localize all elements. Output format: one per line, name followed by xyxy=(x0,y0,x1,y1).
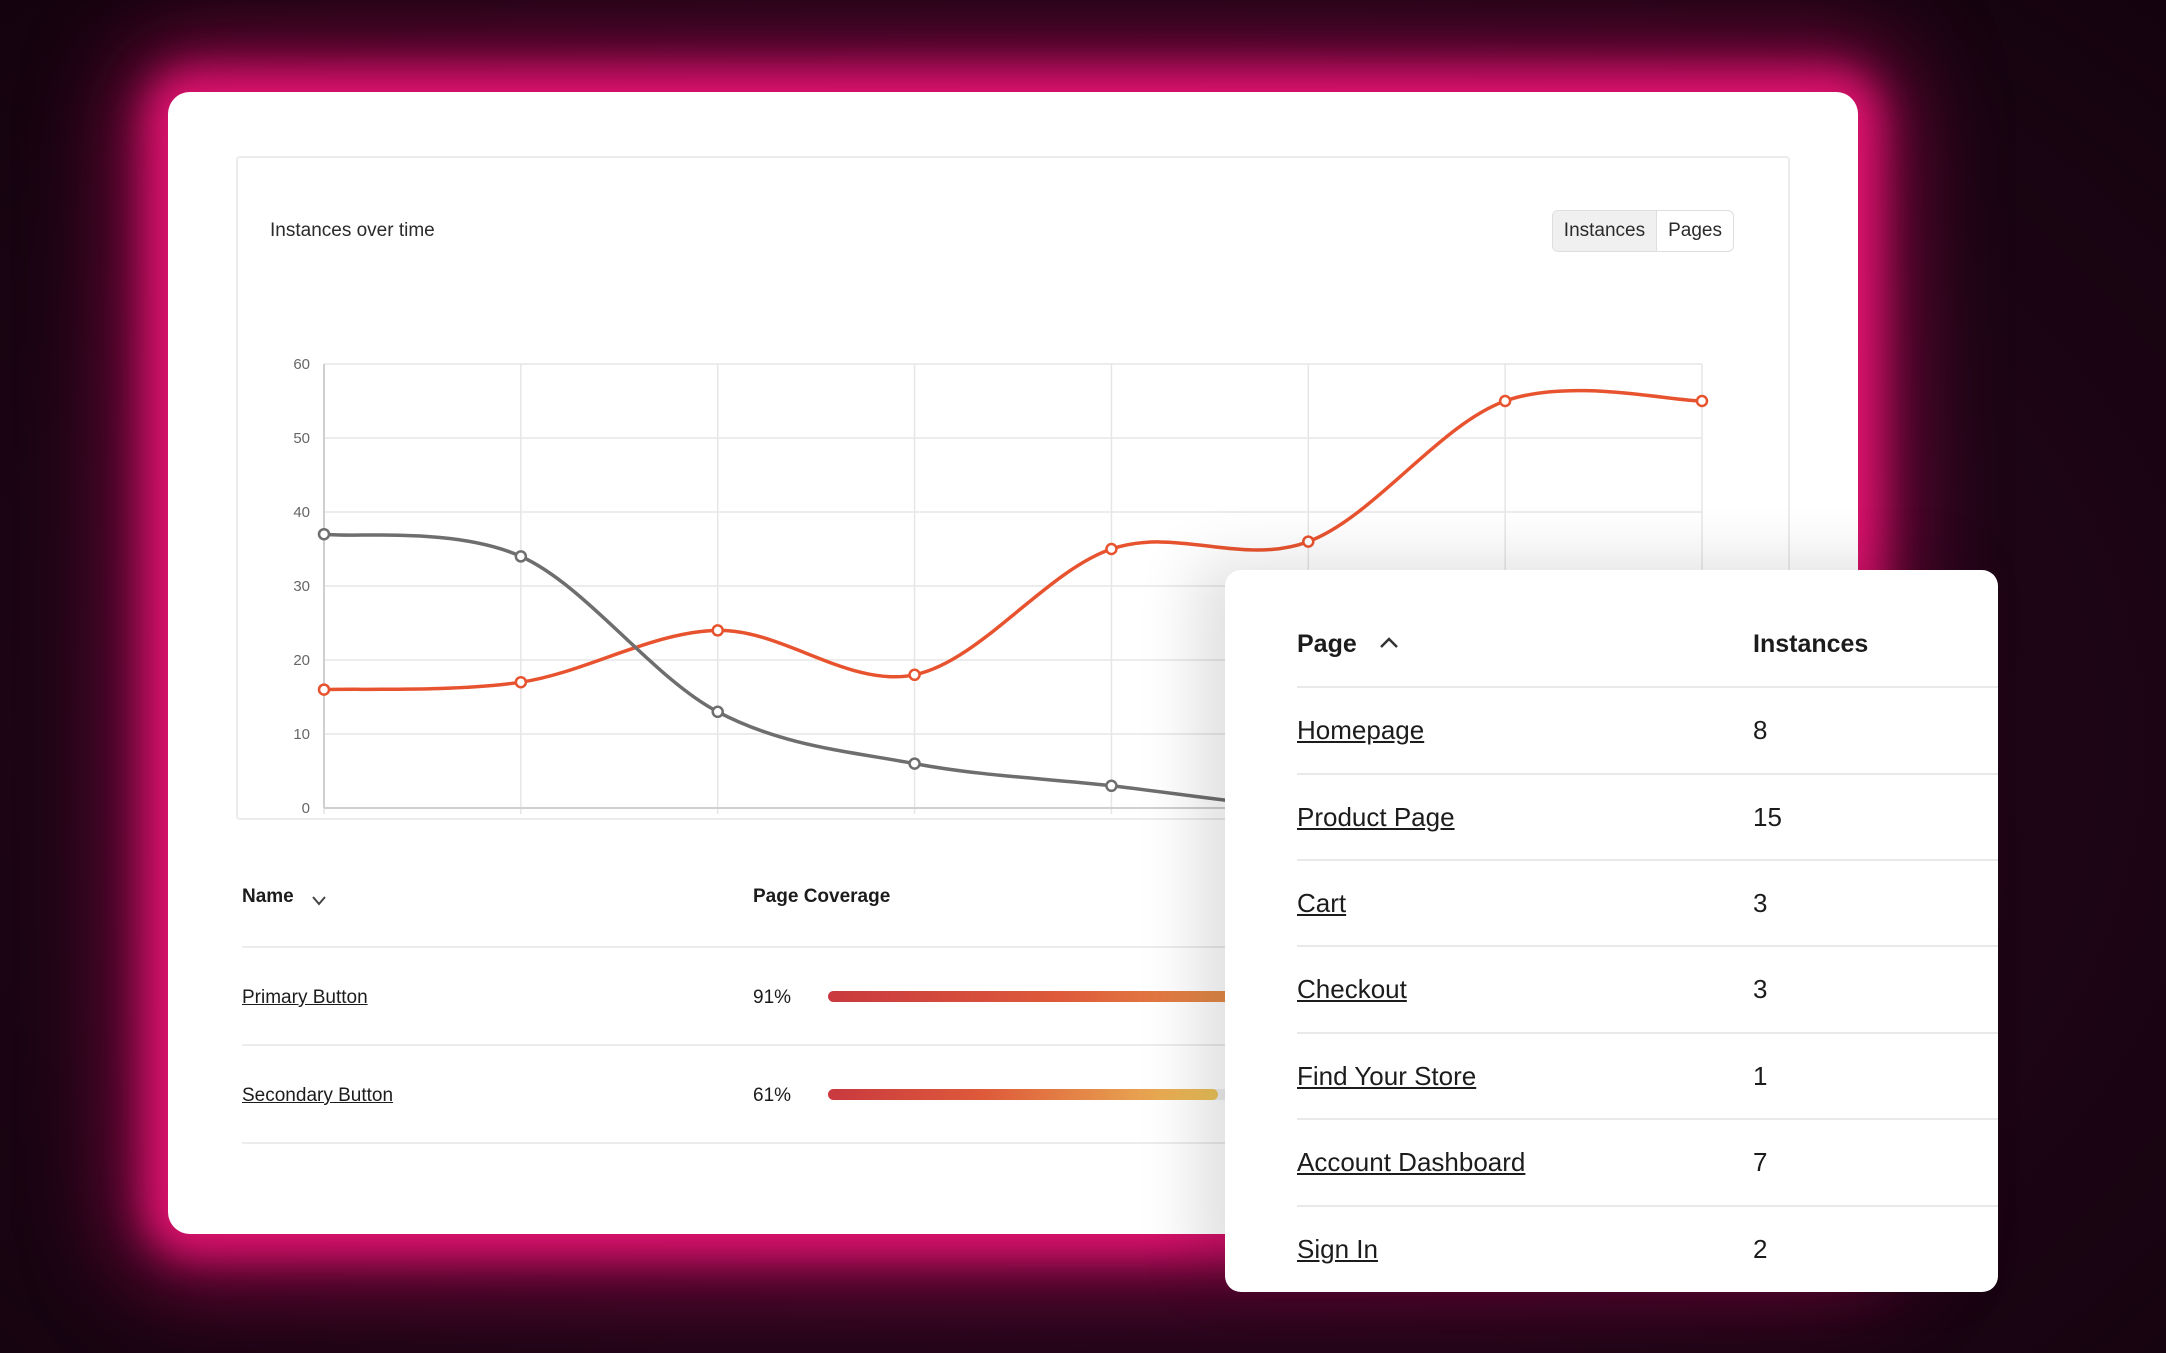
instance-count: 2 xyxy=(1753,1234,1768,1264)
data-point xyxy=(317,683,331,696)
table-row: Find Your Store 1 xyxy=(1225,1034,1998,1120)
coverage-percent: 91% xyxy=(753,987,792,1008)
toggle-instances[interactable]: Instances xyxy=(1552,211,1658,251)
instance-count: 15 xyxy=(1753,802,1782,832)
component-link-secondary[interactable]: Secondary Button xyxy=(242,1085,394,1106)
page-link[interactable]: Account Dashboard xyxy=(1297,1147,1526,1177)
instance-count: 3 xyxy=(1753,974,1768,1004)
column-header-page[interactable]: Page xyxy=(1297,630,1357,658)
data-point xyxy=(514,675,528,689)
page-link[interactable]: Sign In xyxy=(1297,1234,1378,1264)
column-header-coverage: Page Coverage xyxy=(753,886,891,907)
data-point xyxy=(1695,394,1709,408)
pages-table-card: Page Instances Homepage 8 Product Page 1… xyxy=(1225,570,1998,1292)
divider xyxy=(1297,686,1998,688)
data-point xyxy=(514,550,528,563)
data-point xyxy=(711,705,724,719)
chart-title: Instances over time xyxy=(270,220,435,241)
data-point xyxy=(1498,394,1512,408)
data-point xyxy=(711,624,724,637)
y-tick-label: 20 xyxy=(293,652,310,669)
y-tick-label: 40 xyxy=(293,504,310,521)
y-tick-label: 30 xyxy=(293,578,310,595)
series-line-0 xyxy=(323,388,1703,692)
divider xyxy=(1297,945,1998,947)
toggle-pages[interactable]: Pages xyxy=(1668,220,1722,241)
page-link[interactable]: Homepage xyxy=(1297,715,1425,745)
divider xyxy=(242,1044,1542,1046)
table-row: Checkout 3 xyxy=(1225,947,1998,1033)
table-row: Account Dashboard 7 xyxy=(1225,1120,1998,1206)
y-tick-label: 60 xyxy=(293,356,310,373)
divider xyxy=(1297,773,1998,775)
table-row: Product Page 15 xyxy=(1225,775,1998,861)
page-link[interactable]: Product Page xyxy=(1297,802,1455,832)
data-point xyxy=(908,757,921,770)
page-link[interactable]: Find Your Store xyxy=(1297,1061,1477,1091)
divider xyxy=(1297,1118,1998,1120)
y-tick-label: 10 xyxy=(293,726,310,743)
table-row: Cart 3 xyxy=(1225,861,1998,947)
coverage-percent: 61% xyxy=(753,1085,792,1106)
divider xyxy=(1297,1032,1998,1034)
data-point xyxy=(1105,779,1118,793)
data-point xyxy=(1105,542,1118,556)
divider xyxy=(242,946,1542,948)
data-point xyxy=(317,527,331,541)
instance-count: 1 xyxy=(1753,1061,1768,1091)
view-toggle: Instances Pages xyxy=(1551,210,1734,252)
coverage-bar xyxy=(828,991,1468,1002)
data-point xyxy=(1302,535,1315,548)
instance-count: 3 xyxy=(1753,888,1768,918)
column-header-name[interactable]: Name xyxy=(242,886,294,907)
coverage-bar-fill xyxy=(828,1089,1219,1100)
page-link[interactable]: Cart xyxy=(1297,888,1347,918)
y-tick-label: 0 xyxy=(302,800,310,817)
chevron-down-icon[interactable] xyxy=(310,894,328,908)
coverage-bar-fill xyxy=(828,991,1411,1002)
instance-count: 7 xyxy=(1753,1147,1768,1177)
instance-count: 8 xyxy=(1753,715,1768,745)
divider xyxy=(1297,1205,1998,1207)
divider xyxy=(242,1142,1542,1144)
page-link[interactable]: Checkout xyxy=(1297,974,1407,1004)
divider xyxy=(1297,859,1998,861)
y-tick-label: 50 xyxy=(293,430,310,447)
table-row: Homepage 8 xyxy=(1225,688,1998,774)
data-point xyxy=(908,668,921,682)
chevron-up-icon[interactable] xyxy=(1378,633,1400,651)
coverage-bar xyxy=(828,1089,1468,1100)
column-header-instances: Instances xyxy=(1753,630,1869,658)
component-link-primary[interactable]: Primary Button xyxy=(242,987,368,1008)
table-row: Sign In 2 xyxy=(1225,1207,1998,1292)
